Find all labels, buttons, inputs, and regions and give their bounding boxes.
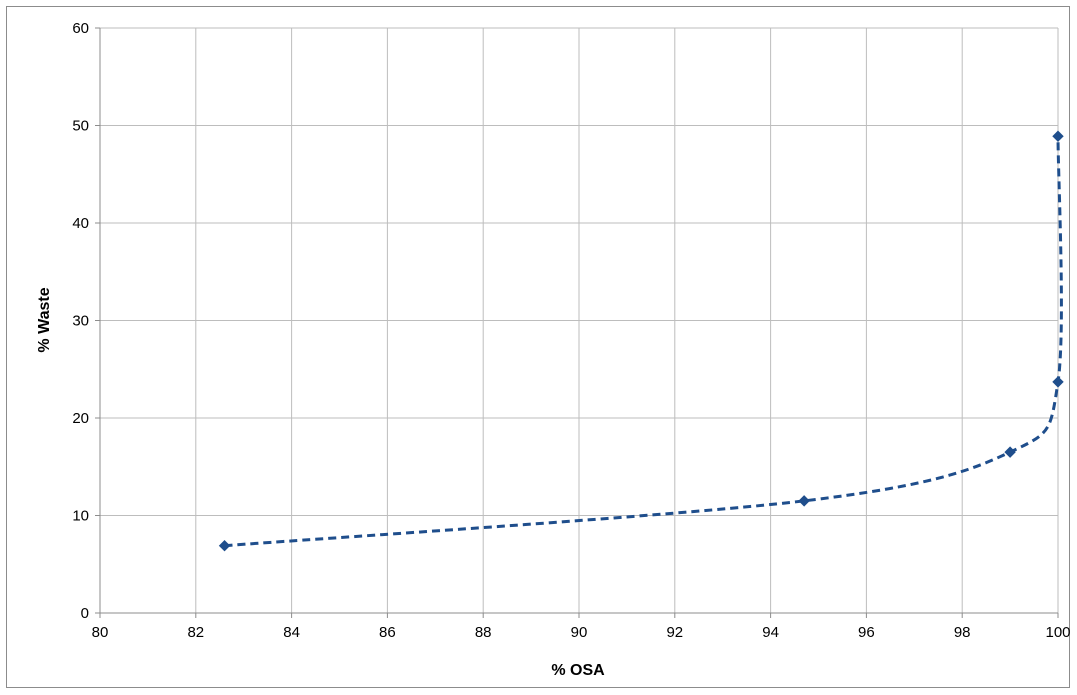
x-axis-title: % OSA: [551, 662, 605, 679]
y-tick-label: 40: [72, 215, 89, 232]
data-point-marker: [218, 540, 231, 552]
x-tick-label: 100: [1045, 624, 1070, 641]
x-tick-label: 84: [283, 624, 300, 641]
y-tick-label: 50: [72, 118, 89, 135]
chart-frame: [6, 6, 1070, 688]
y-tick-label: 10: [72, 508, 89, 525]
x-tick-label: 92: [666, 624, 683, 641]
x-tick-label: 86: [379, 624, 396, 641]
x-tick-label: 82: [187, 624, 204, 641]
data-point-marker: [1052, 376, 1064, 388]
y-tick-label: 20: [72, 410, 89, 427]
x-tick-label: 90: [571, 624, 588, 641]
y-tick-label: 60: [72, 20, 89, 37]
data-point-marker: [1004, 446, 1016, 458]
x-tick-label: 98: [954, 624, 971, 641]
y-tick-label: 0: [81, 605, 89, 622]
y-tick-labels: 0 10 20 30 40 50 60: [72, 20, 89, 622]
x-tick-label: 94: [762, 624, 779, 641]
axes: [95, 27, 1059, 618]
data-point-marker: [1052, 130, 1064, 142]
x-tick-label: 96: [858, 624, 875, 641]
data-point-marker: [798, 495, 810, 507]
y-axis-title: % Waste: [36, 287, 53, 352]
x-tick-labels: 80 82 84 86 88 90 92 94 96 98 100: [92, 624, 1071, 641]
x-tick-label: 88: [475, 624, 492, 641]
series-group: [218, 130, 1064, 552]
gridlines: [99, 27, 1059, 614]
series-line: [224, 136, 1063, 548]
y-tick-label: 30: [72, 313, 89, 330]
x-tick-label: 80: [92, 624, 109, 641]
